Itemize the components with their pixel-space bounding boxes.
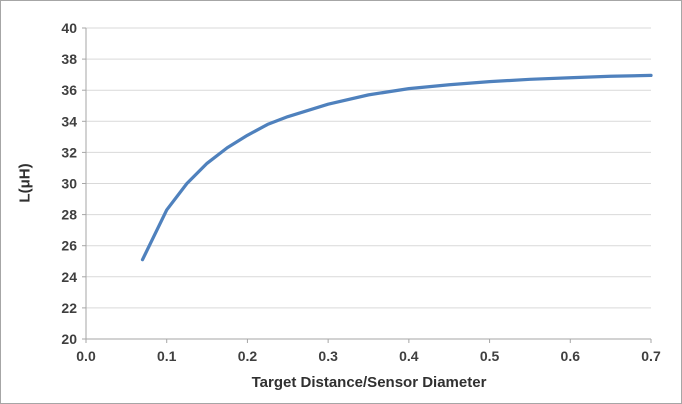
y-tick-label: 22 xyxy=(61,300,77,316)
x-tick-label: 0.4 xyxy=(399,348,419,364)
y-tick-label: 26 xyxy=(61,238,77,254)
y-tick-label: 36 xyxy=(61,82,77,98)
y-tick-label: 24 xyxy=(61,269,77,285)
y-tick-label: 34 xyxy=(61,113,77,129)
x-tick-label: 0.6 xyxy=(561,348,581,364)
series-line xyxy=(140,73,653,262)
y-tick-label: 40 xyxy=(61,20,77,36)
x-tick-label: 0.3 xyxy=(318,348,338,364)
x-tick-label: 0.1 xyxy=(157,348,177,364)
y-axis-title: L(μH) xyxy=(16,163,34,203)
y-tick-label: 30 xyxy=(61,176,77,192)
y-tick-label: 28 xyxy=(61,207,77,223)
x-tick-label: 0.5 xyxy=(480,348,500,364)
x-tick-label: 0.0 xyxy=(76,348,96,364)
y-tick-label: 20 xyxy=(61,331,77,347)
y-tick-label: 38 xyxy=(61,51,77,67)
x-tick-label: 0.7 xyxy=(641,348,661,364)
y-tick-label: 32 xyxy=(61,144,77,160)
x-axis-title: Target Distance/Sensor Diameter xyxy=(251,374,487,391)
x-tick-label: 0.2 xyxy=(238,348,258,364)
